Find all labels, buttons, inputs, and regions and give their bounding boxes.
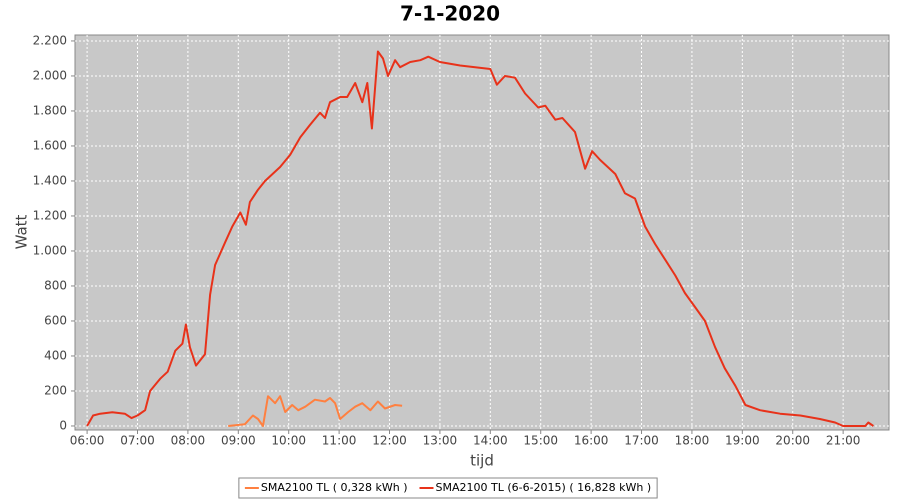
x-tick-label: 17:00 (624, 434, 659, 448)
y-tick-label: 2.000 (33, 68, 67, 82)
y-tick-label: 600 (44, 313, 67, 327)
y-tick-label: 200 (44, 383, 67, 397)
y-tick-label: 1.600 (33, 138, 67, 152)
y-tick-label: 1.400 (33, 173, 67, 187)
y-tick-label: 2.200 (33, 33, 67, 47)
x-tick-label: 20:00 (775, 434, 810, 448)
series-line (86, 50, 874, 427)
x-tick-label: 06:00 (70, 434, 105, 448)
x-tick-label: 10:00 (271, 434, 306, 448)
x-axis-label: tijd (470, 452, 494, 470)
y-tick-label: 0 (59, 418, 67, 432)
series-line (228, 395, 403, 427)
x-tick-label: 13:00 (423, 434, 458, 448)
x-tick-label: 21:00 (826, 434, 861, 448)
x-tick-label: 11:00 (322, 434, 357, 448)
y-tick-label: 800 (44, 278, 67, 292)
legend-label: SMA2100 TL ( 0,328 kWh ) (261, 481, 408, 494)
y-tick-label: 400 (44, 348, 67, 362)
x-tick-label: 18:00 (675, 434, 710, 448)
x-tick-label: 14:00 (473, 434, 508, 448)
x-tick-label: 15:00 (523, 434, 558, 448)
x-tick-label: 09:00 (221, 434, 256, 448)
y-tick-label: 1.200 (33, 208, 67, 222)
plot-area (74, 34, 890, 431)
x-tick-label: 08:00 (171, 434, 206, 448)
x-tick-label: 19:00 (725, 434, 760, 448)
x-tick-label: 12:00 (372, 434, 407, 448)
legend-box (238, 477, 658, 499)
x-tick-label: 07:00 (120, 434, 155, 448)
legend-label: SMA2100 TL (6-6-2015) ( 16,828 kWh ) (436, 481, 652, 494)
y-tick-label: 1.800 (33, 103, 67, 117)
y-axis-label: Watt (13, 214, 31, 249)
x-tick-label: 16:00 (574, 434, 609, 448)
y-tick-label: 1.000 (33, 243, 67, 257)
chart-title: 7-1-2020 (400, 2, 500, 26)
